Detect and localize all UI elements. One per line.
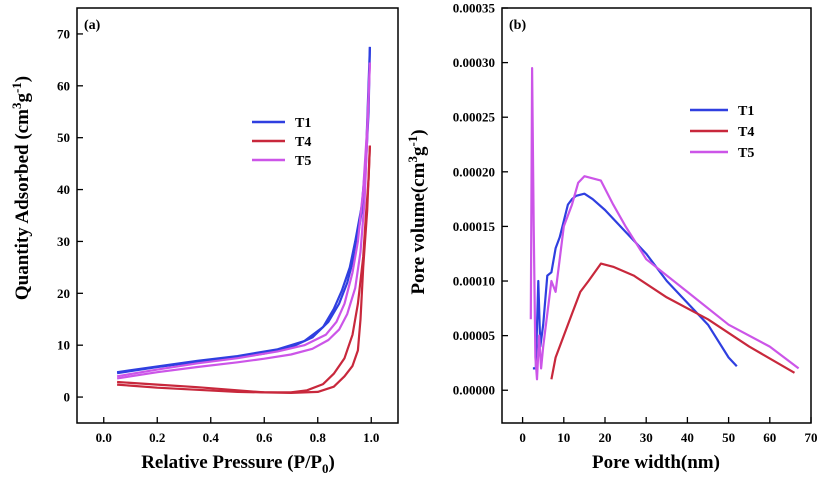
panel-b-y-axis-title: Pore volume(cm3g-1) — [405, 129, 429, 294]
panel-a-x-tick-label: 0.2 — [149, 430, 165, 445]
panel-b: (b) 0 10 20 30 40 50 60 70 0.00000 0.00005 0.00010… — [405, 1, 818, 474]
panel-a-series-t1-line — [116, 46, 371, 374]
panel-a-frame — [76, 7, 399, 424]
panel-a-y-tick-label: 20 — [57, 286, 70, 301]
panel-b-ticks: 0 10 20 30 40 50 60 70 0.00000 0.00005 0.00010 0.00… — [453, 1, 818, 446]
panel-b-label: (b) — [509, 18, 526, 33]
panel-b-x-axis-title: Pore width(nm) — [592, 452, 720, 473]
panel-b-x-tick-label: 20 — [599, 430, 612, 445]
panel-a-x-axis-title: Relative Pressure (P/P0) — [141, 452, 335, 476]
panel-a-x-axis-subscript: 0 — [322, 461, 329, 476]
panel-b-y-tick-label: 0.00005 — [453, 328, 496, 343]
panel-a-y-tick-label: 50 — [57, 130, 70, 145]
panel-b-y-axis-close: ) — [408, 129, 429, 135]
panel-a-legend-label-t1: T1 — [295, 116, 311, 131]
panel-b-y-tick-label: 0.00020 — [453, 164, 495, 179]
panel-a-y-axis-sup1: 3 — [9, 102, 24, 109]
panel-a-x-tick-label: 0.6 — [256, 430, 273, 445]
panel-b-legend-label-t5: T5 — [738, 146, 754, 161]
panel-a-y-tick-label: 40 — [57, 182, 70, 197]
panel-b-x-tick-label: 0 — [519, 430, 526, 445]
panel-b-series-t5-line — [529, 67, 800, 381]
panel-b-x-tick-label: 70 — [805, 430, 818, 445]
panel-a-y-tick-label: 0 — [64, 390, 71, 405]
panel-a-y-axis-close: ) — [12, 76, 33, 82]
panel-b-legend-label-t1: T1 — [738, 104, 754, 119]
panel-b-y-axis-g: g — [408, 146, 429, 156]
panel-b-x-tick-label: 40 — [681, 430, 694, 445]
panel-a-legend-label-t5: T5 — [295, 154, 311, 169]
panel-b-y-tick-label: 0.00035 — [453, 1, 496, 16]
panel-a-x-axis-close: ) — [328, 452, 334, 473]
panel-b-y-axis-sup2: -1 — [405, 136, 420, 147]
panel-a-x-tick-label: 0.8 — [310, 430, 327, 445]
panel-b-legend: T1 T4 T5 — [690, 104, 754, 161]
panel-b-y-tick-label: 0.00025 — [453, 110, 496, 125]
panel-a-y-axis-g: g — [12, 93, 33, 103]
panel-b-y-axis-sup1: 3 — [405, 156, 420, 163]
panel-b-frame — [501, 7, 812, 424]
panel-a-x-tick-label: 0.4 — [203, 430, 220, 445]
panel-b-x-tick-label: 50 — [722, 430, 735, 445]
panel-a-series-t5-line — [116, 62, 371, 380]
panel-a-y-tick-label: 10 — [57, 338, 70, 353]
panel-a-x-tick-label: 0.0 — [96, 430, 112, 445]
panel-a-y-axis-title: Quantity Adsorbed (cm3g-1) — [9, 76, 33, 300]
panel-a-y-tick-label: 30 — [57, 234, 70, 249]
panel-b-y-tick-label: 0.00015 — [453, 219, 496, 234]
panel-b-series-t1-line — [532, 192, 738, 370]
panel-a-curves — [116, 46, 371, 394]
panel-b-x-tick-label: 10 — [557, 430, 570, 445]
panel-a-legend: T1 T4 T5 — [252, 116, 311, 169]
panel-a-series-t1-line — [116, 46, 371, 375]
panel-a-y-tick-label: 70 — [57, 26, 70, 41]
panel-b-y-tick-label: 0.00000 — [453, 383, 495, 398]
panel-a-ticks: 0.0 0.2 0.4 0.6 0.8 1.0 0 10 20 30 40 50 60 70 — [57, 26, 379, 445]
panel-b-curves — [529, 67, 800, 381]
panel-a-label: (a) — [84, 18, 101, 33]
panel-b-x-tick-label: 60 — [763, 430, 776, 445]
panel-a-legend-label-t4: T4 — [295, 135, 311, 150]
panel-a-x-tick-label: 1.0 — [363, 430, 379, 445]
panel-b-x-tick-label: 30 — [640, 430, 653, 445]
panel-b-series-t4-line — [550, 262, 796, 380]
panel-a-series-t4-line — [117, 145, 371, 394]
panel-a-series-t5-line — [116, 62, 371, 378]
panel-b-y-tick-label: 0.00030 — [453, 55, 495, 70]
panel-b-legend-label-t4: T4 — [738, 125, 754, 140]
panel-b-y-tick-label: 0.00010 — [453, 274, 495, 289]
panel-a-y-axis-sup2: -1 — [9, 82, 24, 93]
panel-a-y-tick-label: 60 — [57, 78, 70, 93]
